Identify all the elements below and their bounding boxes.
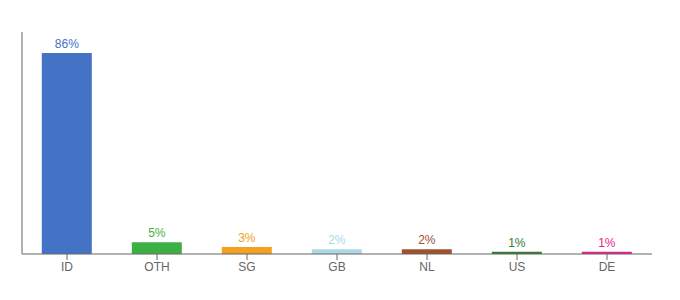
svg-text:ID: ID bbox=[61, 260, 73, 274]
svg-text:NL: NL bbox=[419, 260, 435, 274]
svg-text:3%: 3% bbox=[238, 231, 256, 245]
svg-text:1%: 1% bbox=[508, 236, 526, 250]
svg-text:SG: SG bbox=[238, 260, 255, 274]
svg-text:DE: DE bbox=[599, 260, 616, 274]
svg-text:US: US bbox=[509, 260, 526, 274]
svg-text:GB: GB bbox=[328, 260, 345, 274]
svg-text:OTH: OTH bbox=[144, 260, 169, 274]
svg-text:86%: 86% bbox=[55, 37, 79, 51]
svg-text:2%: 2% bbox=[328, 233, 346, 247]
svg-text:5%: 5% bbox=[148, 226, 166, 240]
svg-text:1%: 1% bbox=[598, 236, 616, 250]
svg-text:2%: 2% bbox=[418, 233, 436, 247]
